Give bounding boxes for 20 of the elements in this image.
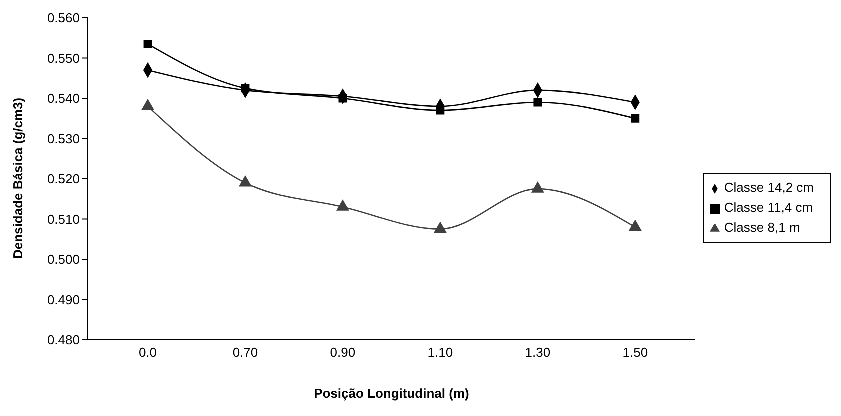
y-tick-label: 0.500	[47, 252, 80, 268]
y-axis-title: Densidade Básica (g/cm3)	[10, 98, 26, 259]
x-tick-label: 0.90	[330, 345, 356, 360]
y-tick-label: 0.550	[47, 50, 80, 66]
x-tick-label: 1.50	[622, 345, 648, 360]
y-tick-label: 0.480	[47, 332, 80, 348]
x-tick-label: 1.30	[525, 345, 551, 360]
y-tick-label: 0.490	[47, 292, 80, 308]
legend-label: Classe 8,1 m	[724, 220, 800, 235]
x-axis-title: Posição Longitudinal (m)	[314, 386, 470, 401]
y-tick-label: 0.530	[47, 131, 80, 146]
y-tick-label: 0.560	[47, 10, 80, 26]
x-tick-label: 0.70	[232, 345, 258, 360]
legend-label: Classe 11,4 cm	[724, 200, 814, 215]
x-tick-label: 0.0	[138, 345, 158, 360]
y-tick-label: 0.520	[47, 172, 80, 187]
legend-label: Classe 14,2 cm	[724, 180, 814, 195]
x-tick-label: 1.10	[428, 345, 454, 360]
y-tick-label: 0.540	[47, 91, 80, 106]
y-tick-label: 0.510	[47, 212, 80, 227]
